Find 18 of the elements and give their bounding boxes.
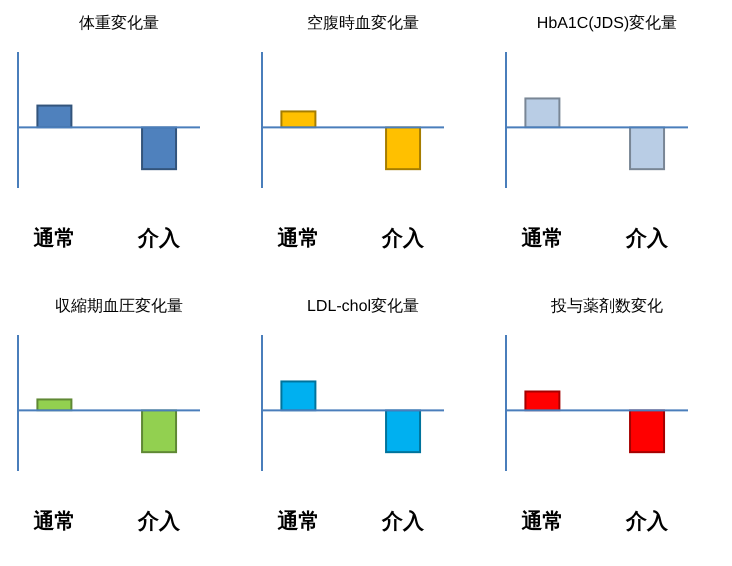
chart-title: 空腹時血変化量 — [307, 14, 419, 32]
chart-title: 投与薬剤数変化 — [550, 297, 663, 315]
chart-title: HbA1C(JDS)変化量 — [536, 14, 678, 32]
chart-title: 体重変化量 — [79, 14, 159, 32]
x-tick-label: 介入 — [381, 510, 426, 533]
x-tick-label: 介入 — [137, 510, 182, 533]
chart-title: 収縮期血圧変化量 — [55, 297, 183, 315]
chart-title: LDL-chol変化量 — [306, 297, 420, 315]
x-tick-label: 介入 — [137, 227, 182, 250]
x-tick-label: 通常 — [520, 227, 564, 250]
x-tick-label: 通常 — [32, 510, 76, 533]
x-tick-label: 通常 — [520, 510, 564, 533]
x-tick-label: 通常 — [276, 510, 320, 533]
x-tick-label: 通常 — [32, 227, 76, 250]
x-tick-label: 通常 — [276, 227, 320, 250]
x-tick-label: 介入 — [381, 227, 426, 250]
x-tick-label: 介入 — [625, 227, 670, 250]
x-tick-label: 介入 — [625, 510, 670, 533]
